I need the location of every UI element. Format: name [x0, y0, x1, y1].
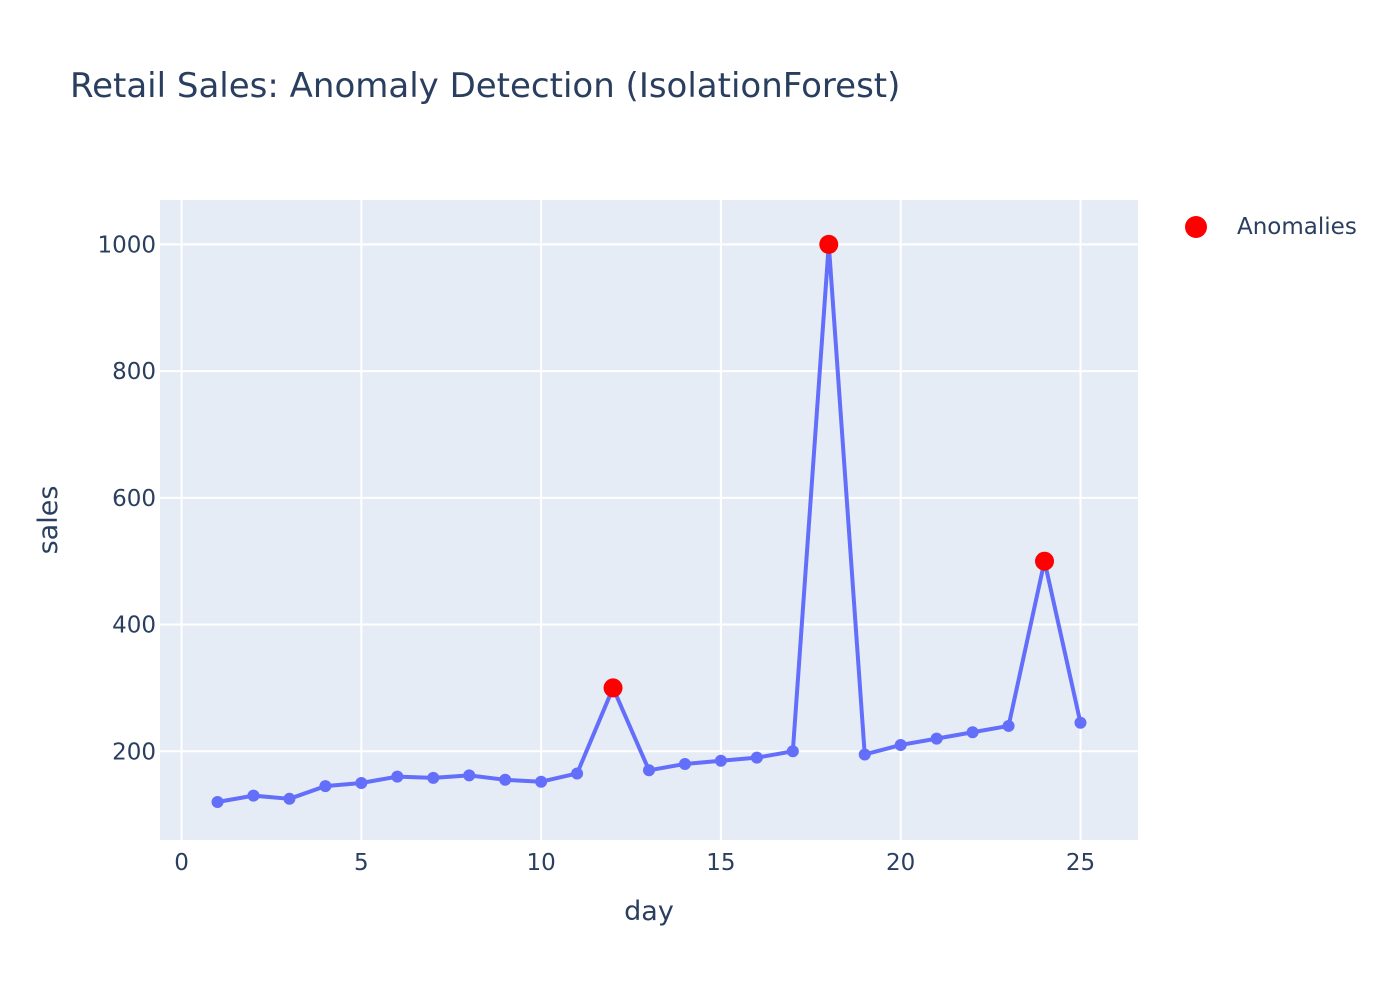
anomaly-point: [1035, 551, 1055, 571]
sales-point: [211, 795, 224, 808]
legend-anomalies-label: Anomalies: [1237, 214, 1357, 240]
anomaly-point: [603, 678, 623, 698]
y-tick-label: 1000: [97, 232, 156, 258]
x-axis-title: day: [624, 896, 674, 927]
y-axis-title: sales: [33, 486, 64, 555]
plot-area: [160, 200, 1138, 840]
y-tick-label: 200: [112, 739, 156, 765]
sales-point: [678, 757, 691, 770]
chart-title: Retail Sales: Anomaly Detection (Isolati…: [70, 66, 901, 106]
sales-point: [283, 792, 296, 805]
sales-point: [930, 732, 943, 745]
x-tick-label: 15: [706, 850, 735, 876]
x-tick-label: 5: [354, 850, 369, 876]
sales-point: [463, 769, 476, 782]
sales-point: [391, 770, 404, 783]
x-tick-label: 25: [1066, 850, 1095, 876]
sales-point: [643, 764, 655, 777]
sales-point: [355, 776, 368, 789]
sales-point: [535, 775, 548, 788]
sales-point: [499, 773, 512, 786]
y-tick-label: 400: [112, 613, 156, 639]
x-tick-label: 10: [526, 850, 555, 876]
sales-point: [571, 767, 584, 780]
sales-point: [750, 751, 763, 764]
anomaly-point: [819, 234, 839, 254]
y-tick-label: 800: [112, 359, 156, 385]
sales-point: [319, 780, 332, 793]
sales-point: [427, 771, 440, 784]
sales-point: [714, 754, 727, 767]
sales-point: [894, 738, 907, 751]
sales-point: [786, 745, 799, 758]
legend-anomalies-marker-icon: [1185, 216, 1207, 238]
x-tick-label: 20: [886, 850, 915, 876]
sales-point: [247, 789, 260, 802]
x-tick-label: 0: [174, 850, 189, 876]
sales-point: [1002, 719, 1015, 732]
legend[interactable]: Anomalies: [1185, 214, 1357, 240]
sales-point: [1074, 716, 1087, 729]
y-tick-label: 600: [112, 486, 156, 512]
sales-point: [858, 748, 871, 761]
sales-point: [966, 726, 979, 739]
